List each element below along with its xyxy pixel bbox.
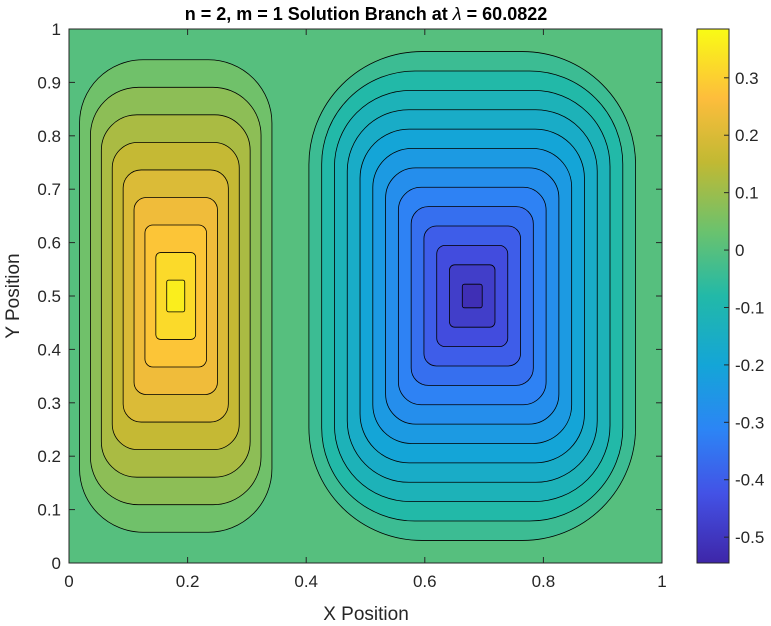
- colorbar-ticks: -0.5 -0.4 -0.3 -0.2 -0.1 0 0.1 0.2 0.3: [724, 69, 764, 547]
- y-tick-label: 0.6: [37, 234, 61, 253]
- y-tick-label: 0: [52, 554, 61, 573]
- colorbar-tick-label: -0.3: [735, 413, 764, 432]
- colorbar-tick-label: 0.1: [735, 184, 759, 203]
- y-axis-label: Y Position: [3, 253, 24, 338]
- contour-plot-area: [68, 28, 663, 564]
- contour-band: [166, 279, 186, 313]
- y-tick-label: 0.4: [37, 340, 61, 359]
- colorbar-tick-label: 0: [735, 241, 744, 260]
- y-tick-label: 0.9: [37, 73, 61, 92]
- x-axis: 0 0.2 0.4 0.6 0.8 1: [64, 29, 667, 591]
- x-tick-label: 0: [64, 572, 73, 591]
- y-tick-label: 0.1: [37, 501, 61, 520]
- x-axis-label: X Position: [323, 604, 409, 625]
- colorbar-tick-label: -0.5: [735, 528, 764, 547]
- y-tick-label: 1: [52, 20, 61, 39]
- x-tick-label: 1: [657, 572, 666, 591]
- chart-title: n = 2, m = 1 Solution Branch at λ = 60.0…: [185, 4, 548, 24]
- colorbar: -0.5 -0.4 -0.3 -0.2 -0.1 0 0.1 0.2 0.3: [696, 28, 764, 564]
- y-tick-label: 0.5: [37, 287, 61, 306]
- y-tick-label: 0.7: [37, 180, 61, 199]
- colorbar-gradient: [696, 28, 730, 564]
- x-tick-label: 0.4: [294, 572, 318, 591]
- x-tick-label: 0.6: [413, 572, 437, 591]
- y-axis: 0 0.1 0.2 0.3 0.4 0.5 0.6 0.7 0.8 0.9 1: [37, 20, 662, 573]
- contour-field: [69, 29, 662, 563]
- x-tick-label: 0.8: [532, 572, 556, 591]
- colorbar-tick-label: 0.2: [735, 126, 759, 145]
- contour-band: [461, 283, 483, 309]
- colorbar-tick-label: -0.4: [735, 471, 764, 490]
- y-tick-label: 0.3: [37, 394, 61, 413]
- y-tick-label: 0.8: [37, 127, 61, 146]
- colorbar-tick-label: -0.2: [735, 356, 764, 375]
- colorbar-tick-label: -0.1: [735, 298, 764, 317]
- x-tick-label: 0.2: [176, 572, 200, 591]
- y-tick-label: 0.2: [37, 447, 61, 466]
- colorbar-tick-label: 0.3: [735, 69, 759, 88]
